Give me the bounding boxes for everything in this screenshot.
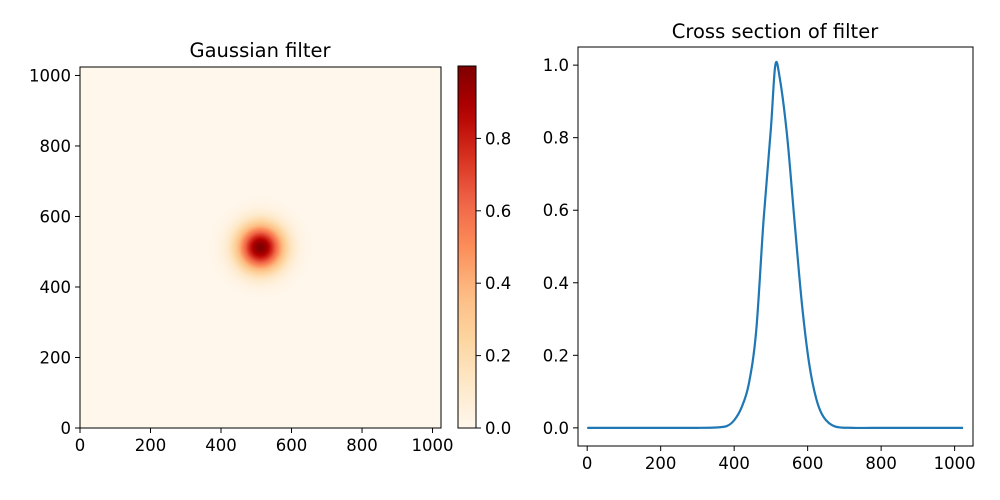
colorbar-tick-label: 0.2 <box>485 347 511 366</box>
line-frame <box>577 46 974 447</box>
line-x-tick-label: 200 <box>645 454 677 473</box>
heatmap-x-tick-label: 0 <box>75 436 86 455</box>
line-y-tick-label: 0.6 <box>543 201 569 220</box>
line-x-tick-label: 1000 <box>934 454 976 473</box>
line-x-tick-label: 600 <box>792 454 824 473</box>
colorbar-tick-label: 0.6 <box>485 202 511 221</box>
heatmap-x-tick-label: 1000 <box>412 436 454 455</box>
heatmap-y-tick-label: 800 <box>40 137 72 156</box>
heatmap-x-tick-label: 200 <box>135 436 167 455</box>
heatmap-y-tick-label: 200 <box>40 348 72 367</box>
line-x-tick-label: 800 <box>865 454 897 473</box>
heatmap-x-tick-label: 800 <box>346 436 378 455</box>
line-y-tick-label: 0.4 <box>543 274 569 293</box>
heatmap-x-tick-label: 400 <box>205 436 237 455</box>
colorbar-axis: 0.0 0.2 0.4 0.6 0.8 <box>476 129 511 438</box>
line-plot-area <box>587 60 964 430</box>
heatmap-y-tick-label: 400 <box>40 278 72 297</box>
line-title: Cross section of filter <box>672 20 879 43</box>
heatmap-image <box>209 196 312 299</box>
heatmap-y-axis: 0 200 400 600 800 1000 <box>29 66 80 438</box>
colorbar-tick-label: 0.0 <box>485 419 511 438</box>
colorbar-tick-label: 0.8 <box>485 129 511 148</box>
line-x-tick-label: 400 <box>718 454 750 473</box>
line-y-tick-label: 0.8 <box>543 129 569 148</box>
line-x-axis: 0 200 400 600 800 1000 <box>582 446 976 473</box>
heatmap-ring <box>259 246 262 249</box>
heatmap-x-tick-label: 600 <box>276 436 308 455</box>
colorbar: 0.0 0.2 0.4 0.6 0.8 <box>457 65 511 438</box>
heatmap-panel: Gaussian filter 0 200 400 600 800 1000 0 200 40… <box>29 39 454 455</box>
line-y-tick-label: 1.0 <box>543 56 569 75</box>
line-y-axis: 0.0 0.2 0.4 0.6 0.8 1.0 <box>543 56 578 438</box>
colorbar-tick-label: 0.4 <box>485 274 511 293</box>
cross-section-line <box>587 60 964 430</box>
heatmap-y-tick-label: 0 <box>61 419 72 438</box>
line-panel: Cross section of filter 0 200 400 600 800 100… <box>543 20 976 473</box>
heatmap-frame <box>79 66 442 429</box>
heatmap-x-axis: 0 200 400 600 800 1000 <box>75 428 454 455</box>
colorbar-gradient <box>457 65 477 429</box>
line-y-tick-label: 0.2 <box>543 346 569 365</box>
heatmap-y-tick-label: 1000 <box>29 66 71 85</box>
heatmap-y-tick-label: 600 <box>40 207 72 226</box>
line-y-tick-label: 0.0 <box>543 419 569 438</box>
line-x-tick-label: 0 <box>582 454 593 473</box>
heatmap-title: Gaussian filter <box>189 39 331 62</box>
